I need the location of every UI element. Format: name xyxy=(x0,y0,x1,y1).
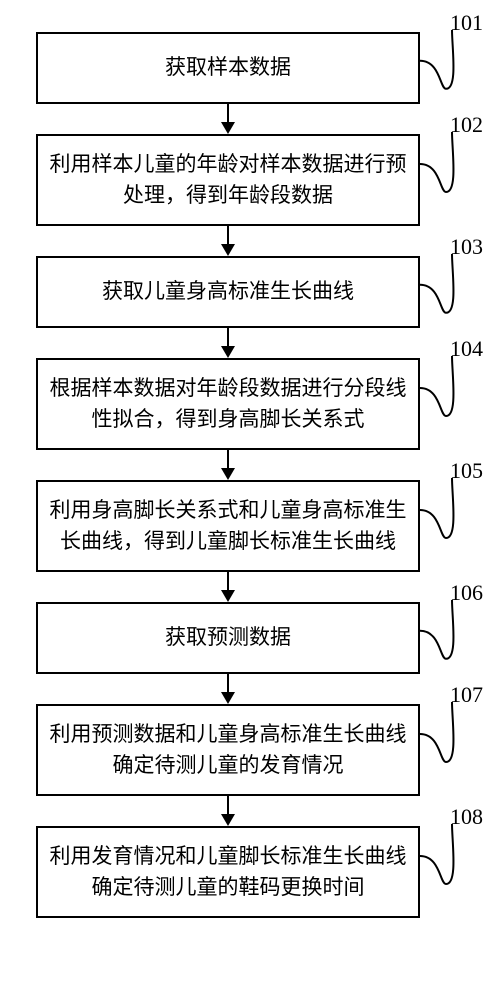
label-connector-108 xyxy=(0,0,504,1000)
